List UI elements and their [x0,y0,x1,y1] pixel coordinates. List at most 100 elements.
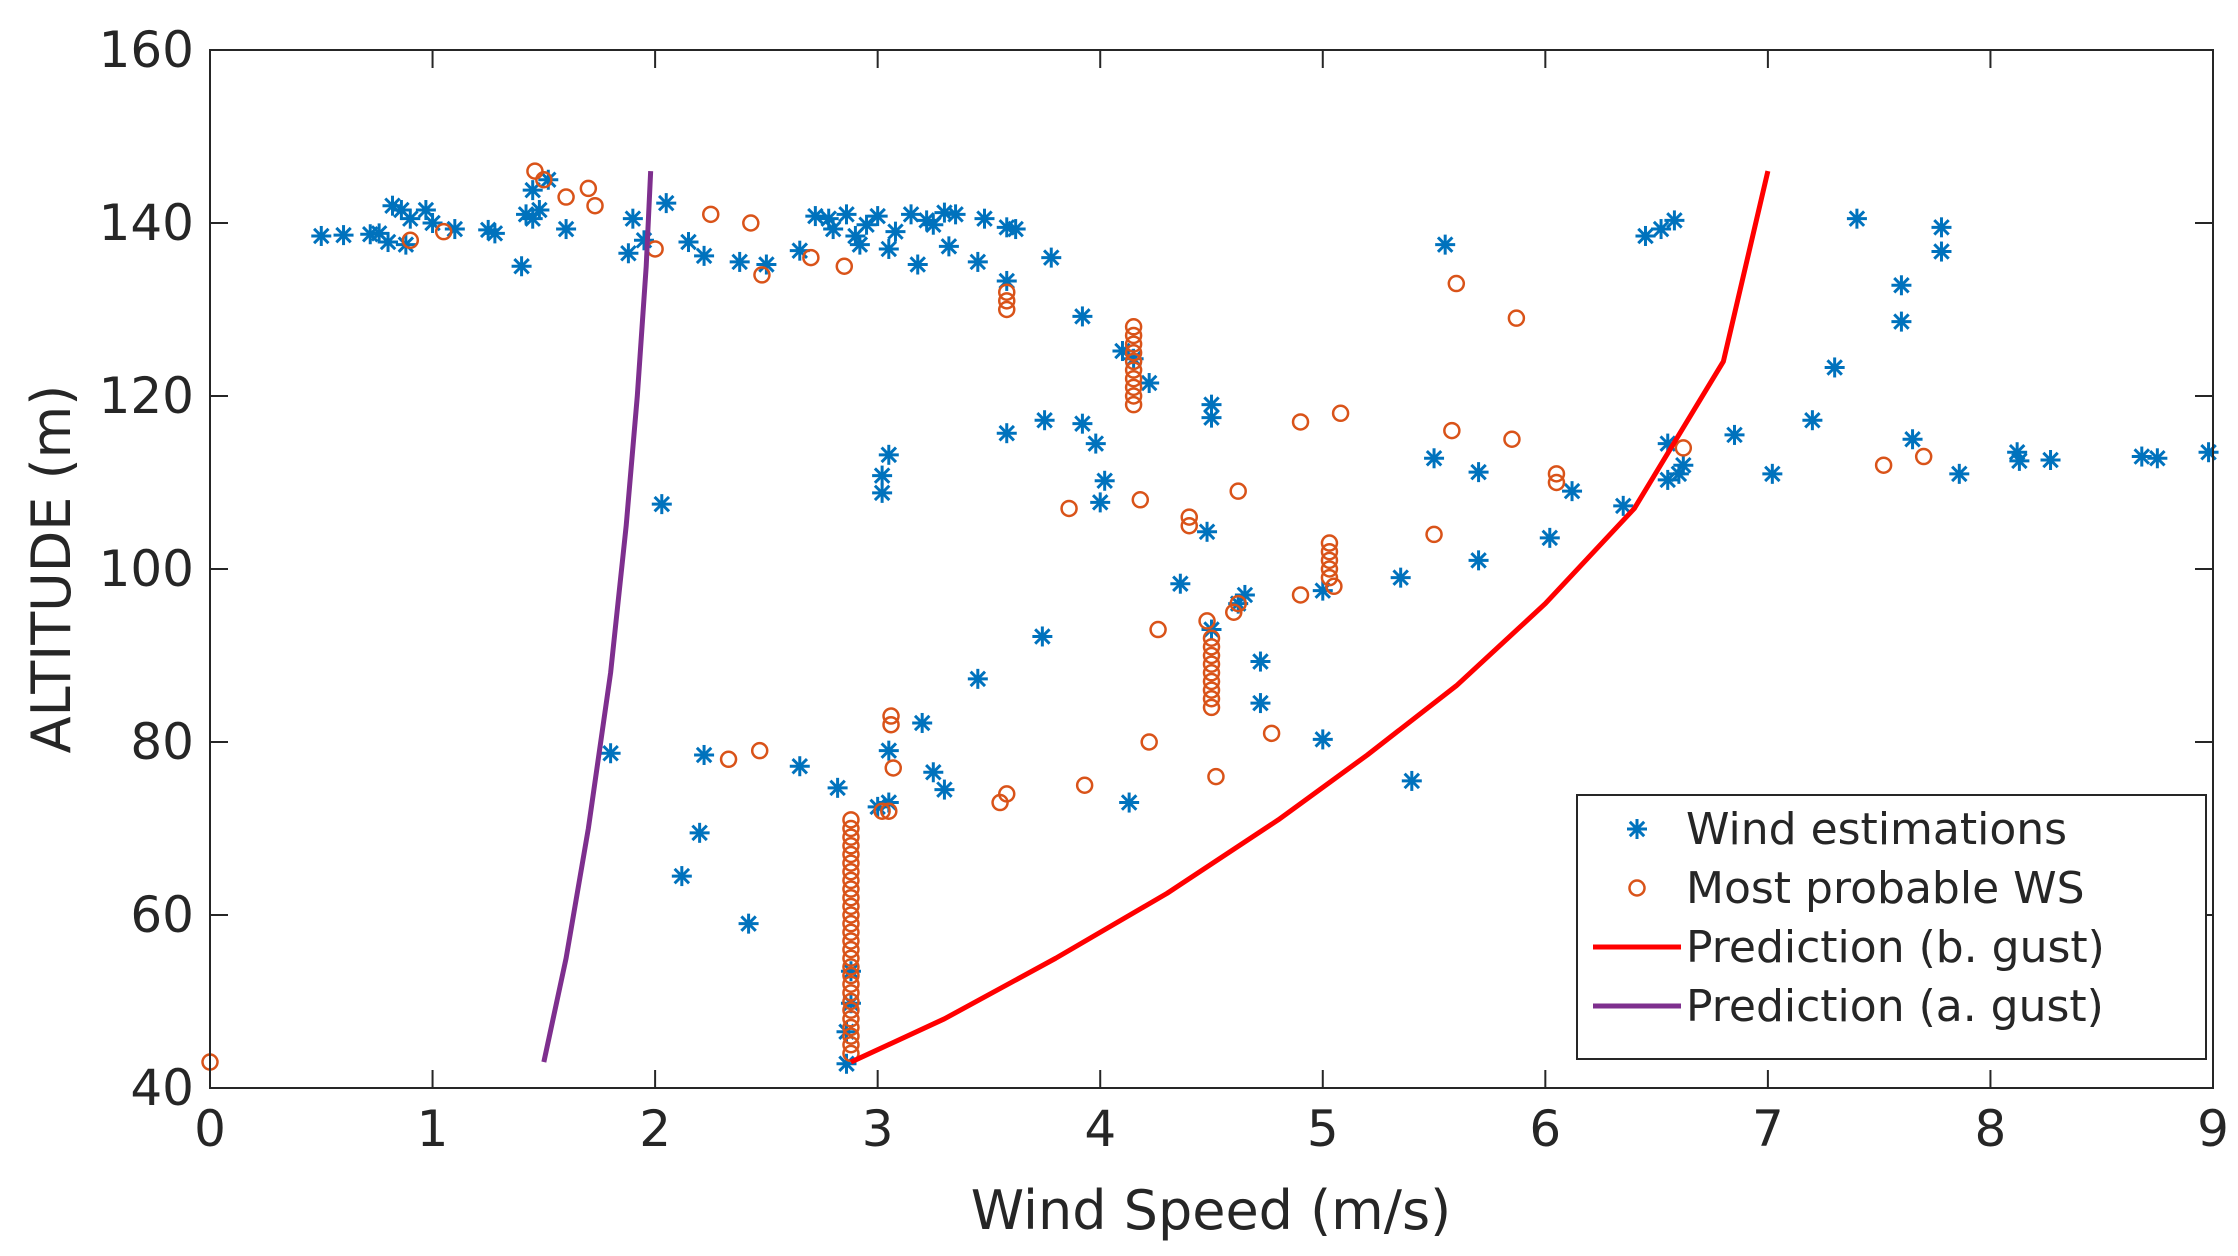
data-point-wind-estimation [923,214,944,235]
data-point-most-probable [842,1036,860,1054]
data-point-most-probable [873,802,891,820]
data-point-most-probable [1325,577,1343,596]
data-point-wind-estimation [885,221,906,242]
data-point-most-probable [842,992,860,1011]
data-point-wind-estimation [694,245,715,266]
data-point-most-probable [842,932,860,950]
data-point-most-probable [1124,378,1143,397]
data-point-most-probable [1124,361,1143,379]
data-point-wind-estimation [1539,527,1560,548]
data-point-wind-estimation [878,238,899,259]
data-point-most-probable [997,292,1016,310]
data-point-wind-estimation [738,913,759,934]
data-point-most-probable [842,958,860,976]
data-point-wind-estimation [1312,729,1333,750]
data-point-most-probable [1320,534,1339,552]
data-point-most-probable [1124,335,1143,353]
data-point-wind-estimation [1846,208,1867,229]
data-point-most-probable [1124,369,1143,388]
data-point-most-probable [702,205,720,224]
data-point-wind-estimation [1435,234,1456,255]
data-point-wind-estimation [867,206,888,227]
data-point-most-probable [1425,525,1443,544]
legend-label: Most probable WS [1686,863,2085,914]
data-point-wind-estimation [656,193,677,214]
data-point-most-probable [842,863,860,881]
data-point-wind-estimation [974,208,995,229]
data-point-most-probable [1124,395,1143,414]
data-point-wind-estimation [996,423,1017,444]
data-point-wind-estimation [934,779,955,800]
data-point-wind-estimation [689,822,710,843]
data-point-wind-estimation [756,254,777,275]
data-point-most-probable [1262,724,1281,743]
x-tick-label: 2 [639,1100,671,1158]
data-point-wind-estimation [1119,792,1140,813]
data-point-most-probable [586,196,604,215]
legend-symbol-asterisk [1627,819,1647,839]
data-point-most-probable [1149,620,1167,639]
prediction-line-after-gust [541,170,654,1063]
data-point-most-probable [750,741,769,760]
data-point-wind-estimation [878,740,899,761]
data-point-most-probable [842,845,860,864]
data-point-wind-estimation [556,219,577,240]
x-tick-label: 5 [1307,1100,1339,1158]
legend: Wind estimations Most probable WS Predicti… [1576,794,2207,1060]
data-point-most-probable [802,248,820,267]
data-point-most-probable [1202,681,1221,699]
data-point-wind-estimation [836,1053,857,1074]
data-point-wind-estimation [1072,306,1093,327]
data-point-most-probable [1202,664,1221,682]
data-point-wind-estimation [1032,626,1053,647]
data-point-wind-estimation [333,225,354,246]
data-point-wind-estimation [1005,219,1026,240]
data-point-most-probable [842,819,860,838]
data-point-most-probable [1140,733,1158,751]
data-point-most-probable [1443,421,1461,440]
data-point-wind-estimation [878,444,899,465]
data-point-most-probable [880,802,898,820]
prediction-line-before-gust [849,170,1771,1065]
x-tick-label: 8 [1975,1100,2007,1158]
data-point-wind-estimation [484,223,505,244]
data-point-most-probable [1291,586,1310,604]
data-point-most-probable [1547,465,1566,483]
data-point-most-probable [842,837,860,855]
data-point-most-probable [842,871,860,890]
data-point-wind-estimation [1072,413,1093,434]
x-tick-label: 0 [194,1100,226,1158]
data-point-wind-estimation [1824,357,1845,378]
data-point-most-probable [1320,560,1339,578]
data-point-wind-estimation [694,744,715,765]
data-point-wind-estimation [618,243,639,264]
data-point-wind-estimation [849,234,870,255]
data-point-wind-estimation [967,251,988,272]
data-point-wind-estimation [1085,433,1106,454]
data-point-most-probable [882,715,900,734]
data-point-wind-estimation [1034,410,1055,431]
data-point-wind-estimation [1094,470,1115,491]
data-point-wind-estimation [1201,407,1222,428]
data-point-wind-estimation [1197,521,1218,542]
data-point-most-probable [1320,542,1339,561]
data-point-wind-estimation [901,204,922,225]
data-point-wind-estimation [422,213,443,233]
data-point-wind-estimation [907,254,928,275]
data-point-most-probable [1198,612,1216,630]
x-tick-label: 4 [1084,1100,1116,1158]
data-point-wind-estimation [522,180,543,201]
data-point-most-probable [842,888,860,907]
y-tick-label: 100 [99,540,194,598]
x-tick-label: 7 [1752,1100,1784,1158]
legend-label: Prediction (a. gust) [1686,981,2104,1032]
data-point-most-probable [1331,404,1350,423]
data-point-wind-estimation [1931,241,1952,262]
data-point-most-probable [1503,430,1521,448]
data-point-most-probable [434,222,453,241]
legend-label: Wind estimations [1686,804,2067,855]
data-point-most-probable [1874,456,1893,474]
legend-symbol-circle [1628,879,1646,897]
data-point-wind-estimation [2198,442,2219,463]
